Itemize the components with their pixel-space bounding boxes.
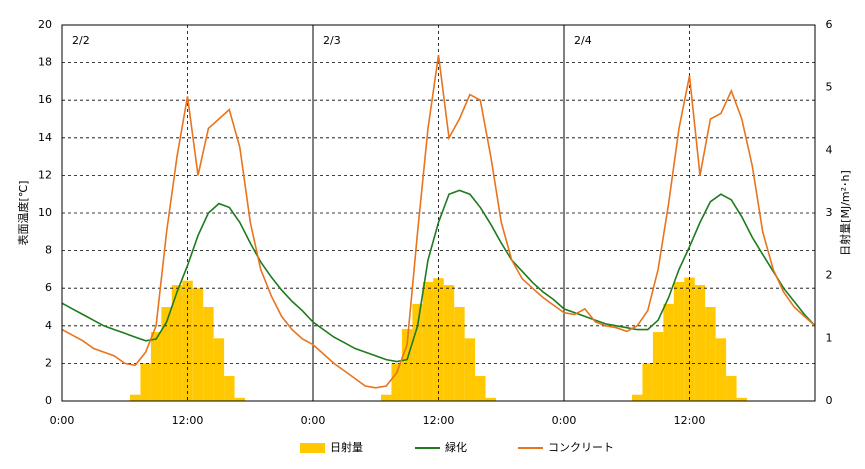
- bar: [380, 394, 392, 401]
- line-series: [61, 189, 816, 363]
- y-tick-label: 12: [38, 168, 52, 181]
- bar: [464, 338, 476, 401]
- annotation: 2/3: [323, 34, 341, 47]
- y-axis-title: 表面温度[℃]: [16, 181, 30, 246]
- bar: [161, 307, 172, 401]
- bar: [715, 338, 727, 401]
- x-tick-label: 0:00: [301, 414, 326, 427]
- y2-tick-label: 2: [826, 269, 833, 282]
- bar: [224, 375, 235, 401]
- y2-tick-label: 3: [826, 206, 833, 219]
- x-tick-label: 12:00: [674, 414, 706, 427]
- bar: [443, 285, 455, 401]
- bar: [234, 397, 246, 401]
- bar: [213, 338, 225, 401]
- bar: [129, 394, 141, 401]
- x-tick-label: 0:00: [50, 414, 75, 427]
- bar: [203, 307, 214, 401]
- y-tick-label: 14: [38, 131, 52, 144]
- bar: [652, 332, 664, 401]
- x-tick-label: 12:00: [423, 414, 455, 427]
- bar: [705, 307, 716, 401]
- bar: [694, 285, 706, 401]
- bar: [422, 281, 434, 401]
- bar: [412, 303, 423, 401]
- bar: [140, 363, 151, 401]
- bar: [192, 288, 204, 401]
- bar: [736, 397, 748, 401]
- annotation: 2/2: [72, 34, 90, 47]
- y2-tick-label: 6: [826, 18, 833, 31]
- y2-tick-label: 4: [826, 143, 833, 156]
- y-tick-label: 6: [45, 281, 52, 294]
- legend-swatch: [300, 443, 325, 453]
- bar: [485, 397, 497, 401]
- bar: [475, 375, 486, 401]
- bar: [171, 285, 183, 401]
- y-tick-label: 20: [38, 18, 52, 31]
- bar: [391, 363, 402, 401]
- y-tick-label: 0: [45, 394, 52, 407]
- bar: [663, 303, 674, 401]
- y-tick-label: 4: [45, 319, 52, 332]
- legend-label: 日射量: [330, 440, 363, 454]
- y2-tick-label: 5: [826, 81, 833, 94]
- bar: [182, 280, 193, 401]
- bar: [726, 375, 737, 401]
- plot-frame: [61, 24, 816, 402]
- y2-tick-label: 1: [826, 331, 833, 344]
- y2-tick-label: 0: [826, 394, 833, 407]
- line-series: [61, 54, 816, 389]
- bar: [673, 281, 685, 401]
- annotation: 2/4: [574, 34, 592, 47]
- x-tick-label: 12:00: [172, 414, 204, 427]
- bar: [642, 363, 653, 401]
- y-tick-label: 10: [38, 206, 52, 219]
- bar: [454, 307, 465, 401]
- bar: [150, 332, 162, 401]
- x-tick-label: 0:00: [552, 414, 577, 427]
- legend-label: 緑化: [445, 440, 467, 454]
- y-tick-label: 8: [45, 244, 52, 257]
- bar: [631, 394, 643, 401]
- y2-axis-title: 日射量[MJ/m²･h]: [838, 170, 852, 256]
- bar: [401, 328, 413, 401]
- legend-label: コンクリート: [548, 441, 614, 454]
- y-tick-label: 18: [38, 56, 52, 69]
- y-tick-label: 16: [38, 93, 52, 106]
- y-tick-label: 2: [45, 356, 52, 369]
